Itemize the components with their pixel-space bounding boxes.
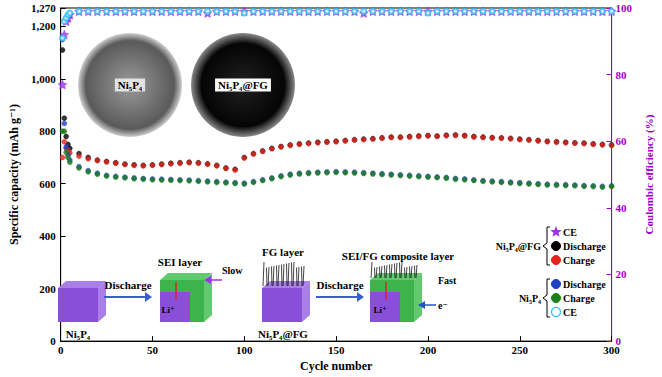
svg-text:Ni₅P₄@FG: Ni₅P₄@FG bbox=[496, 241, 542, 252]
svg-text:100: 100 bbox=[236, 344, 253, 356]
svg-text:Discharge: Discharge bbox=[563, 279, 606, 290]
svg-text:e⁻: e⁻ bbox=[438, 300, 448, 311]
svg-text:400: 400 bbox=[39, 230, 56, 242]
svg-text:200: 200 bbox=[420, 344, 437, 356]
svg-text:200: 200 bbox=[39, 283, 56, 295]
svg-text:250: 250 bbox=[512, 344, 529, 356]
svg-text:Ni₅P₄@FG: Ni₅P₄@FG bbox=[218, 79, 268, 91]
svg-text:1,200: 1,200 bbox=[31, 20, 56, 32]
svg-text:20: 20 bbox=[616, 268, 628, 280]
svg-text:Discharge: Discharge bbox=[563, 241, 606, 252]
svg-text:60: 60 bbox=[616, 135, 628, 147]
svg-text:1,270: 1,270 bbox=[31, 2, 56, 14]
svg-text:Ni₅P₄: Ni₅P₄ bbox=[118, 79, 143, 91]
svg-text:0: 0 bbox=[50, 335, 56, 347]
svg-text:Charge: Charge bbox=[563, 293, 595, 304]
svg-text:600: 600 bbox=[39, 178, 56, 190]
svg-text:800: 800 bbox=[39, 125, 56, 137]
svg-text:Cycle number: Cycle number bbox=[300, 359, 373, 373]
svg-text:SEI/FG composite layer: SEI/FG composite layer bbox=[342, 250, 455, 262]
svg-text:CE: CE bbox=[563, 307, 577, 318]
svg-text:Ni₅P₄: Ni₅P₄ bbox=[66, 328, 91, 340]
svg-text:Fast: Fast bbox=[438, 275, 457, 286]
svg-text:Discharge: Discharge bbox=[104, 279, 151, 291]
svg-text:SEI layer: SEI layer bbox=[158, 256, 202, 268]
svg-text:100: 100 bbox=[616, 2, 633, 14]
svg-text:300: 300 bbox=[603, 344, 620, 356]
svg-text:0: 0 bbox=[615, 335, 622, 348]
svg-text:CE: CE bbox=[563, 227, 577, 238]
svg-text:Slow: Slow bbox=[222, 265, 243, 276]
svg-text:Charge: Charge bbox=[563, 255, 595, 266]
svg-text:Discharge: Discharge bbox=[316, 279, 363, 291]
svg-text:40: 40 bbox=[616, 202, 628, 214]
svg-text:Ni₅P₄@FG: Ni₅P₄@FG bbox=[258, 328, 308, 340]
svg-text:Li⁺: Li⁺ bbox=[373, 305, 387, 315]
svg-text:Coulombic efficiency (%): Coulombic efficiency (%) bbox=[643, 114, 656, 234]
svg-text:FG layer: FG layer bbox=[262, 246, 304, 258]
svg-text:Ni₅P₄: Ni₅P₄ bbox=[519, 293, 541, 304]
svg-text:50: 50 bbox=[147, 344, 159, 356]
svg-text:Specific capacity (mAh g⁻¹): Specific capacity (mAh g⁻¹) bbox=[7, 104, 21, 245]
svg-text:150: 150 bbox=[328, 344, 345, 356]
svg-text:Li⁺: Li⁺ bbox=[161, 305, 175, 315]
svg-text:0: 0 bbox=[58, 344, 64, 356]
svg-text:1,000: 1,000 bbox=[31, 73, 56, 85]
svg-text:80: 80 bbox=[616, 69, 628, 81]
